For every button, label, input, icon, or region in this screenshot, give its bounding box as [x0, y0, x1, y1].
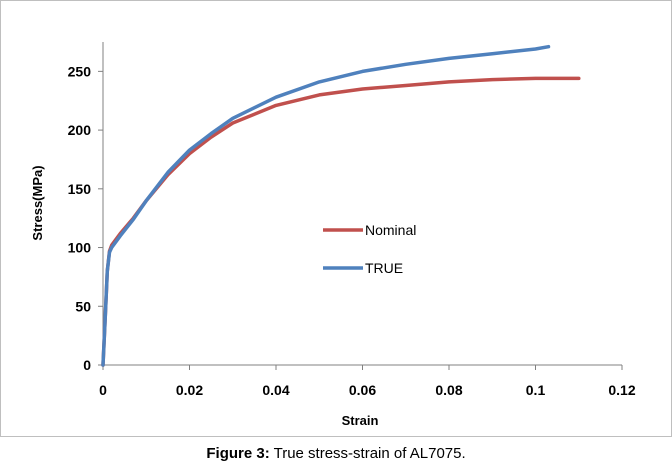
figure-caption: Figure 3: True stress-strain of AL7075.: [0, 445, 672, 462]
x-tick-label: 0: [99, 382, 107, 398]
chart-plot: 0 50 100 150 200 250 0 0.02 0.04 0.06 0.08 0.1 0.12…: [30, 42, 636, 428]
y-tick-label: 0: [83, 357, 91, 373]
y-axis-title: Stress(MPa): [30, 165, 45, 240]
x-tick-label: 0.02: [176, 382, 203, 398]
y-tick-label: 50: [75, 298, 91, 314]
legend-label-true: TRUE: [365, 260, 403, 276]
figure-caption-text: True stress-strain of AL7075.: [269, 445, 466, 462]
figure-caption-label: Figure 3:: [206, 445, 270, 462]
x-tick-label: 0.08: [435, 382, 462, 398]
legend-label-nominal: Nominal: [365, 222, 416, 238]
x-tick-label: 0.1: [526, 382, 546, 398]
y-tick-label: 250: [68, 63, 92, 79]
y-tick-label: 150: [68, 181, 92, 197]
y-tick-label: 200: [68, 122, 92, 138]
x-tick-label: 0.06: [349, 382, 376, 398]
x-tick-label: 0.04: [262, 382, 289, 398]
y-tick-label: 100: [68, 240, 92, 256]
chart-frame: 0 50 100 150 200 250 0 0.02 0.04 0.06 0.08 0.1 0.12…: [0, 0, 672, 437]
x-tick-label: 0.12: [608, 382, 635, 398]
series-line-nominal: [101, 76, 581, 367]
series-line-true: [101, 44, 551, 367]
x-axis-title: Strain: [342, 413, 379, 428]
